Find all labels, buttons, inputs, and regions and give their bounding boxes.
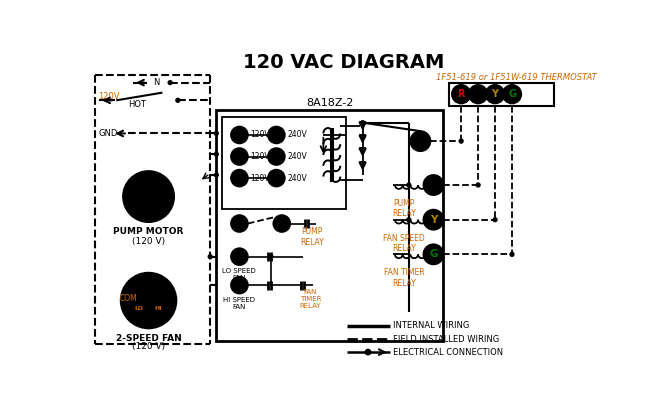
Polygon shape [359,148,366,155]
Text: L1: L1 [234,219,245,228]
Circle shape [268,170,285,186]
Text: (120 V): (120 V) [132,237,165,246]
Text: PUMP
RELAY: PUMP RELAY [393,199,416,218]
Polygon shape [359,135,366,142]
Text: PUMP MOTOR: PUMP MOTOR [113,228,184,236]
Circle shape [231,170,248,186]
Circle shape [176,98,180,102]
Text: Y: Y [492,89,498,99]
Circle shape [231,127,248,143]
Circle shape [365,349,371,355]
Circle shape [502,85,521,103]
Text: LO: LO [134,306,143,311]
Circle shape [510,252,514,256]
Circle shape [133,184,150,201]
Text: R: R [416,136,424,146]
Text: FIELD INSTALLED WIRING: FIELD INSTALLED WIRING [393,334,500,344]
Text: HI: HI [155,306,162,311]
Text: ELECTRICAL CONNECTION: ELECTRICAL CONNECTION [393,348,504,357]
Circle shape [493,218,497,222]
Circle shape [231,248,248,265]
Circle shape [131,300,146,316]
Circle shape [168,81,172,85]
Circle shape [121,273,176,328]
Circle shape [360,121,364,124]
Circle shape [214,173,218,177]
Circle shape [151,300,166,316]
Circle shape [268,127,285,143]
Circle shape [469,85,487,103]
Circle shape [423,244,444,264]
Text: 240V: 240V [287,130,307,140]
Circle shape [407,183,411,187]
Text: 120V: 120V [250,130,270,140]
Text: G: G [508,89,516,99]
Circle shape [423,175,444,195]
Circle shape [141,285,156,300]
Circle shape [268,148,285,165]
Circle shape [231,148,248,165]
Polygon shape [359,162,366,169]
Text: 2-SPEED FAN: 2-SPEED FAN [116,334,182,343]
Circle shape [214,132,218,135]
Polygon shape [359,122,366,129]
Text: HI SPEED
FAN: HI SPEED FAN [222,297,255,310]
Circle shape [214,152,218,156]
Circle shape [476,183,480,187]
Text: W: W [427,180,440,190]
Circle shape [410,131,430,151]
Text: G: G [429,249,438,259]
Circle shape [407,218,411,222]
Text: 120V: 120V [98,92,120,101]
Text: R: R [458,89,465,99]
Text: FAN
TIMER
RELAY: FAN TIMER RELAY [299,289,321,309]
Bar [216,110,444,341]
Text: 240V: 240V [287,173,307,183]
Circle shape [452,85,470,103]
Text: COM: COM [119,295,137,303]
Text: P1: P1 [276,219,288,228]
Text: 1F51-619 or 1F51W-619 THERMOSTAT: 1F51-619 or 1F51W-619 THERMOSTAT [436,73,597,82]
Text: FAN TIMER
RELAY: FAN TIMER RELAY [384,268,425,287]
Text: 8A18Z-2: 8A18Z-2 [306,98,354,109]
Text: HOT: HOT [129,100,147,109]
Text: FAN SPEED
RELAY: FAN SPEED RELAY [383,233,425,253]
Text: HI: HI [234,281,245,290]
Text: F2: F2 [234,173,245,183]
Text: N: N [236,130,243,140]
Circle shape [423,210,444,230]
Circle shape [231,277,248,294]
Text: INTERNAL WIRING: INTERNAL WIRING [393,321,470,331]
Text: 120 VAC DIAGRAM: 120 VAC DIAGRAM [243,53,444,72]
Bar [449,83,553,106]
Text: P2: P2 [271,152,282,161]
Text: (120 V): (120 V) [132,342,165,351]
Circle shape [231,215,248,232]
Text: L2: L2 [271,130,282,140]
Circle shape [486,85,505,103]
Text: 120V: 120V [250,173,270,183]
Circle shape [459,139,463,143]
Circle shape [123,171,174,222]
Circle shape [269,255,273,259]
Text: W: W [473,89,484,99]
Text: Y: Y [429,215,437,225]
Circle shape [147,192,164,209]
Text: LO: LO [234,252,245,261]
Text: GND: GND [98,129,118,138]
Text: P2: P2 [233,152,245,161]
Circle shape [273,215,290,232]
Text: 240V: 240V [287,152,307,161]
Text: PUMP
RELAY: PUMP RELAY [300,228,324,247]
Text: F2: F2 [271,173,282,183]
Text: N: N [153,78,159,87]
Circle shape [208,255,212,259]
Text: LO SPEED
FAN: LO SPEED FAN [222,268,255,281]
Bar [222,116,346,209]
Text: 120V: 120V [250,152,270,161]
